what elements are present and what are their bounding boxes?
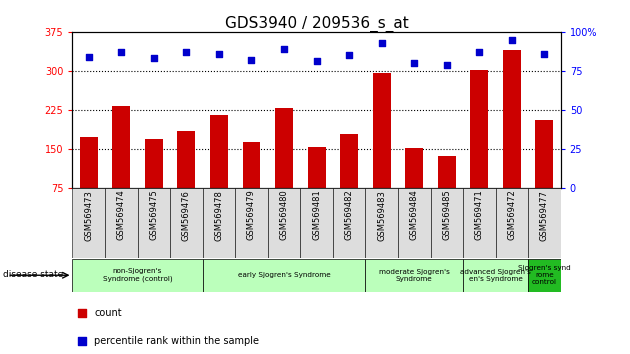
Point (410, 60, 420, 66)
Text: GSM569473: GSM569473 (84, 190, 93, 241)
Text: GSM569472: GSM569472 (507, 190, 517, 240)
Point (84, 54, 94, 59)
Point (77, 310, 87, 316)
Text: GSM569471: GSM569471 (475, 190, 484, 240)
Bar (137, 188, 170, 258)
Bar (112, 106, 130, 227)
Bar (496, 188, 528, 258)
Point (474, 49, 484, 55)
Bar (528, 188, 561, 258)
Point (149, 56, 159, 61)
Point (246, 57, 256, 63)
Bar (333, 188, 365, 258)
Bar (105, 188, 137, 258)
Text: GSM569479: GSM569479 (247, 190, 256, 240)
Bar (275, 108, 293, 227)
Text: GSM569478: GSM569478 (214, 190, 224, 241)
Bar (463, 188, 496, 258)
Bar (170, 188, 203, 258)
Bar (536, 120, 553, 227)
Point (539, 51, 549, 57)
Point (442, 62, 452, 67)
Title: GDS3940 / 209536_s_at: GDS3940 / 209536_s_at (225, 16, 408, 32)
Bar (145, 139, 163, 227)
Text: Sjogren's synd
rome
control: Sjogren's synd rome control (518, 265, 571, 285)
Bar (503, 50, 521, 227)
Bar (398, 188, 430, 258)
Bar (178, 131, 195, 227)
Bar (430, 188, 463, 258)
Point (214, 51, 224, 57)
Text: count: count (94, 308, 122, 318)
Bar (243, 142, 260, 227)
Text: disease state: disease state (3, 270, 64, 279)
Bar (405, 148, 423, 227)
Text: GSM569481: GSM569481 (312, 190, 321, 240)
Bar (528, 259, 561, 292)
Point (344, 52, 354, 58)
Text: early Sjogren's Syndrome: early Sjogren's Syndrome (238, 272, 330, 278)
Point (377, 40, 387, 46)
Point (279, 46, 289, 52)
Bar (268, 188, 301, 258)
Bar (373, 73, 391, 227)
Bar (307, 147, 326, 227)
Bar (203, 188, 235, 258)
Text: GSM569477: GSM569477 (540, 190, 549, 241)
Bar (365, 188, 398, 258)
Point (116, 49, 126, 55)
Point (507, 37, 517, 42)
Bar (210, 115, 228, 227)
Bar (203, 259, 365, 292)
Point (77, 338, 87, 344)
Text: GSM569476: GSM569476 (182, 190, 191, 241)
Text: GSM569482: GSM569482 (345, 190, 353, 240)
Text: GSM569480: GSM569480 (280, 190, 289, 240)
Bar (72, 188, 105, 258)
Bar (471, 70, 488, 227)
Bar (235, 188, 268, 258)
Text: percentile rank within the sample: percentile rank within the sample (94, 336, 260, 346)
Text: advanced Sjogren's
en's Syndrome: advanced Sjogren's en's Syndrome (460, 269, 531, 282)
Point (312, 59, 322, 64)
Text: GSM569484: GSM569484 (410, 190, 419, 240)
Bar (365, 259, 463, 292)
Bar (438, 156, 455, 227)
Bar (340, 134, 358, 227)
Text: GSM569483: GSM569483 (377, 190, 386, 241)
Bar (72, 259, 203, 292)
Text: GSM569475: GSM569475 (149, 190, 158, 240)
Bar (301, 188, 333, 258)
Point (181, 49, 192, 55)
Bar (80, 137, 98, 227)
Text: GSM569485: GSM569485 (442, 190, 451, 240)
Text: moderate Sjogren's
Syndrome: moderate Sjogren's Syndrome (379, 269, 450, 282)
Text: GSM569474: GSM569474 (117, 190, 126, 240)
Bar (463, 259, 528, 292)
Text: non-Sjogren's
Syndrome (control): non-Sjogren's Syndrome (control) (103, 268, 173, 282)
